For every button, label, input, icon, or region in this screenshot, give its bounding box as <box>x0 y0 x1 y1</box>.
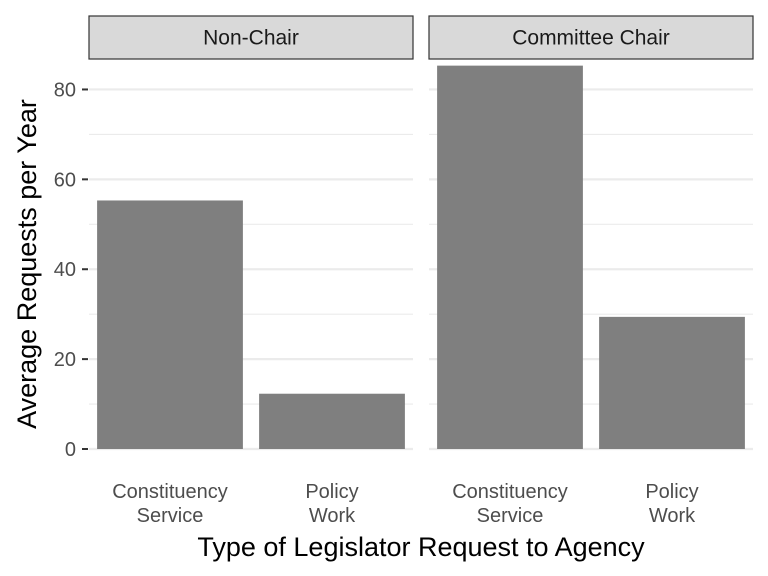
y-axis: 0 20 40 60 80 <box>54 79 88 461</box>
y-axis-title: Average Requests per Year <box>12 99 42 429</box>
y-tick-label: 80 <box>54 79 76 101</box>
x-tick-label: Policy Work <box>305 481 358 527</box>
bar <box>437 65 583 449</box>
facet-strip <box>428 15 754 60</box>
y-tick-label: 0 <box>65 439 76 461</box>
facet-strip <box>88 15 414 60</box>
x-tick-label: Constituency Service <box>452 481 568 527</box>
x-tick-label: Policy Work <box>645 481 698 527</box>
bar <box>599 316 745 449</box>
y-tick-label: 60 <box>54 169 76 191</box>
facet-strip-label: Non-Chair <box>203 27 299 50</box>
y-tick-label: 40 <box>54 259 76 281</box>
y-tick-label: 20 <box>54 349 76 371</box>
panel-committee-chair: Committee Chair Constituency Service Policy… <box>428 15 754 527</box>
panel-non-chair: Non-Chair Constituency Service Policy Work <box>88 15 414 527</box>
facet-strip-label: Committee Chair <box>512 27 670 50</box>
x-tick-label: Constituency Service <box>112 481 228 527</box>
bar <box>97 200 243 449</box>
bar <box>259 393 405 449</box>
x-axis-title: Type of Legislator Request to Agency <box>197 532 645 562</box>
